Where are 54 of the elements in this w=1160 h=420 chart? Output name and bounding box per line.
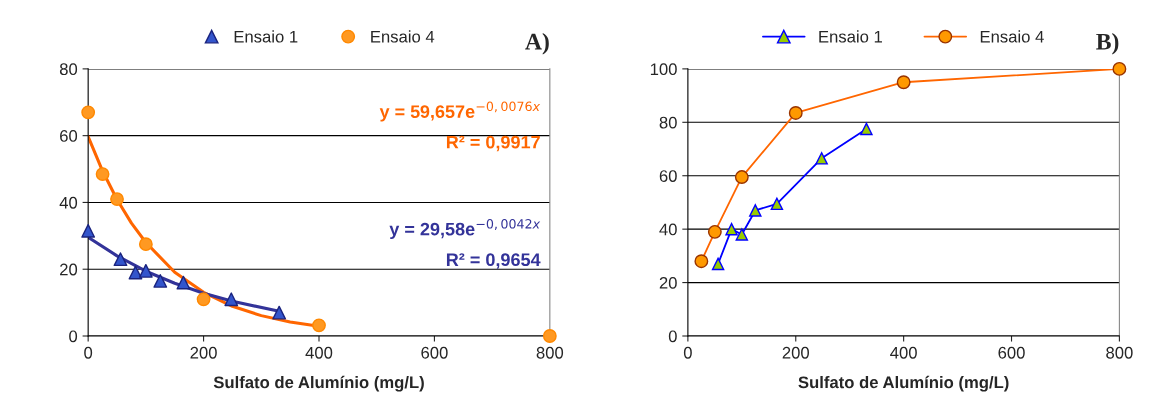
x-tick-label: 800 (1106, 346, 1133, 359)
x-tick-label: 200 (782, 346, 810, 359)
x-axis-title: Sulfato de Alumínio (mg/L) (798, 375, 1009, 392)
point (81, 223, 96, 238)
point (815, 152, 828, 165)
y-tick-label: 0 (69, 330, 78, 343)
chart-title: B) (1096, 33, 1119, 55)
y-tick-label: 40 (59, 196, 78, 209)
y-tick-label: 20 (659, 276, 677, 289)
legend-label: Ensaio 4 (980, 30, 1044, 43)
point (196, 292, 211, 307)
x-tick-label: 0 (84, 346, 93, 359)
y-tick-label: 80 (659, 116, 677, 129)
y-tick-label: 100 (650, 63, 677, 76)
point (725, 222, 738, 236)
y-tick-label: 60 (60, 130, 78, 142)
annotation: R² = 0,9917 (446, 135, 540, 152)
point (272, 305, 287, 320)
legend-label: Ensaio 4 (371, 30, 435, 43)
x-tick-label: 800 (536, 346, 564, 359)
point (176, 275, 191, 290)
x-tick-label: 600 (998, 346, 1025, 359)
point (81, 105, 96, 120)
annotation: y = 29,58e$^{−0,0042x}$ (389, 219, 541, 240)
point (138, 263, 153, 278)
legend-label: Ensaio 1 (234, 30, 298, 43)
point (138, 237, 153, 252)
y-tick-label: 60 (659, 170, 677, 182)
chart-title: A) (525, 33, 549, 55)
point (860, 122, 873, 136)
point (110, 192, 124, 207)
point (153, 274, 168, 288)
point (542, 329, 557, 343)
point (224, 292, 239, 307)
point (312, 318, 326, 333)
x-tick-label: 200 (190, 346, 217, 359)
x-tick-label: 600 (421, 346, 448, 359)
point (735, 228, 749, 241)
y-tick-label: 0 (668, 330, 677, 343)
x-tick-label: 0 (683, 346, 692, 359)
annotation: y = 59,657e$^{−0,0076x}$ (379, 101, 541, 122)
annotation: R² = 0,9654 (446, 253, 541, 269)
x-axis-title: Sulfato de Alumínio (mg/L) (213, 375, 424, 392)
x-tick-label: 400 (890, 346, 917, 359)
point (95, 167, 110, 181)
point (711, 257, 725, 271)
point (770, 197, 784, 211)
y-tick-label: 20 (60, 263, 78, 276)
point (749, 204, 762, 217)
y-tick-label: 80 (59, 63, 78, 76)
legend-label: Ensaio 1 (819, 30, 882, 43)
point (113, 252, 128, 267)
y-tick-label: 40 (659, 223, 677, 236)
x-tick-label: 400 (305, 346, 333, 359)
